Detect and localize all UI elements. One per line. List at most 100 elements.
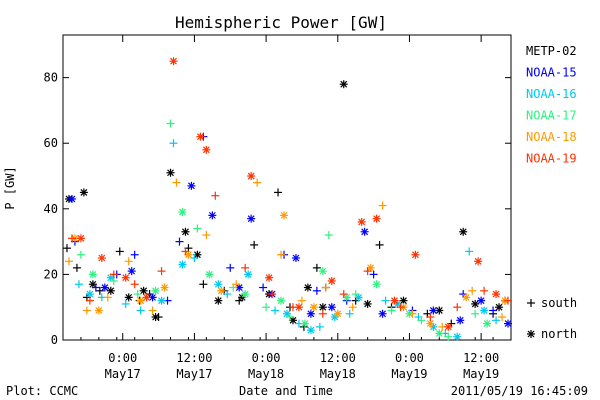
x-tick-label-date: May19 — [463, 367, 499, 381]
north-marker — [453, 332, 462, 341]
south-marker — [181, 247, 190, 256]
marker-legend: south north — [527, 296, 577, 341]
north-marker — [187, 181, 196, 190]
south-marker — [169, 139, 178, 148]
north-marker — [106, 286, 115, 295]
north-marker — [88, 280, 97, 289]
south-marker — [381, 296, 390, 305]
north-marker — [241, 290, 250, 299]
north-marker — [462, 293, 471, 302]
chart-title: Hemispheric Power [GW] — [175, 13, 387, 32]
south-marker — [351, 290, 360, 299]
north-marker — [67, 194, 76, 203]
south-marker — [199, 280, 208, 289]
south-marker — [250, 240, 259, 249]
north-marker — [136, 296, 145, 305]
north-marker — [169, 57, 178, 66]
north-marker — [459, 227, 468, 236]
south-marker — [465, 247, 474, 256]
north-marker — [79, 188, 88, 197]
north-marker — [178, 260, 187, 269]
north-marker — [151, 313, 160, 322]
south-marker — [321, 283, 330, 292]
south-marker — [375, 240, 384, 249]
north-marker — [363, 299, 372, 308]
south-marker — [76, 250, 85, 259]
north-marker — [283, 309, 291, 318]
north-marker — [196, 132, 205, 141]
x-axis-label: Date and Time — [239, 384, 333, 398]
x-tick-label-time: 0:00 — [395, 351, 424, 365]
x-tick-label-date: May17 — [105, 367, 141, 381]
north-marker — [247, 172, 256, 181]
x-tick-label-time: 0:00 — [252, 351, 281, 365]
north-marker — [378, 309, 387, 318]
y-axis-label: P [GW] — [3, 166, 17, 209]
south-marker — [363, 267, 372, 276]
north-marker — [327, 303, 336, 312]
north-marker — [178, 208, 187, 217]
north-marker — [160, 283, 169, 292]
south-marker — [492, 316, 501, 325]
legend-entry: NOAA-15 — [526, 66, 577, 80]
south-marker — [253, 178, 262, 187]
y-tick-label: 20 — [44, 267, 58, 281]
south-marker — [318, 309, 327, 318]
north-marker — [217, 286, 226, 295]
legend-entry: METP-02 — [526, 44, 577, 58]
south-marker — [232, 280, 241, 289]
south-marker — [312, 286, 321, 295]
south-marker — [103, 293, 112, 302]
south-marker — [121, 299, 130, 308]
north-marker — [214, 296, 223, 305]
north-marker — [265, 273, 274, 282]
north-marker — [318, 267, 327, 276]
north-marker — [94, 306, 103, 315]
north-marker — [181, 227, 190, 236]
north-marker — [142, 293, 151, 302]
x-axis: 0:00 May17 12:00 May17 0:00 May18 12:00 May18 0:… — [62, 35, 512, 381]
x-tick-label-date: May18 — [320, 367, 356, 381]
south-marker — [91, 283, 100, 292]
north-marker — [354, 293, 363, 302]
plot-area — [62, 34, 512, 341]
north-marker — [390, 296, 399, 305]
north-marker — [303, 283, 312, 292]
south-marker — [378, 201, 387, 210]
marker-legend-label: north — [541, 327, 577, 341]
north-marker — [127, 267, 136, 276]
north-marker — [471, 299, 480, 308]
north-marker — [277, 296, 286, 305]
south-marker — [285, 313, 294, 322]
south-marker — [226, 263, 235, 272]
south-marker — [172, 178, 181, 187]
north-marker — [280, 211, 289, 220]
south-marker — [348, 303, 357, 312]
south-marker — [426, 313, 435, 322]
south-marker — [241, 263, 250, 272]
north-marker — [97, 254, 106, 263]
south-marker — [223, 290, 232, 299]
footer-timestamp: 2011/05/19 16:45:09 — [451, 384, 588, 398]
north-marker — [139, 286, 148, 295]
north-marker — [88, 270, 97, 279]
x-tick-label-time: 12:00 — [320, 351, 356, 365]
north-marker — [327, 276, 336, 285]
south-marker — [74, 280, 83, 289]
north-marker — [483, 319, 492, 328]
south-marker — [315, 322, 324, 331]
north-marker — [208, 211, 217, 220]
south-marker — [211, 191, 220, 200]
south-marker — [259, 283, 268, 292]
footer-credit: Plot: CCMC — [6, 384, 78, 398]
north-marker — [247, 214, 256, 223]
north-marker — [333, 309, 342, 318]
north-marker — [372, 280, 381, 289]
south-marker — [148, 306, 157, 315]
north-marker — [288, 316, 297, 325]
south-marker — [193, 224, 202, 233]
north-marker — [399, 296, 408, 305]
north-marker — [306, 326, 315, 335]
north-marker — [444, 322, 453, 331]
north-marker — [124, 293, 133, 302]
